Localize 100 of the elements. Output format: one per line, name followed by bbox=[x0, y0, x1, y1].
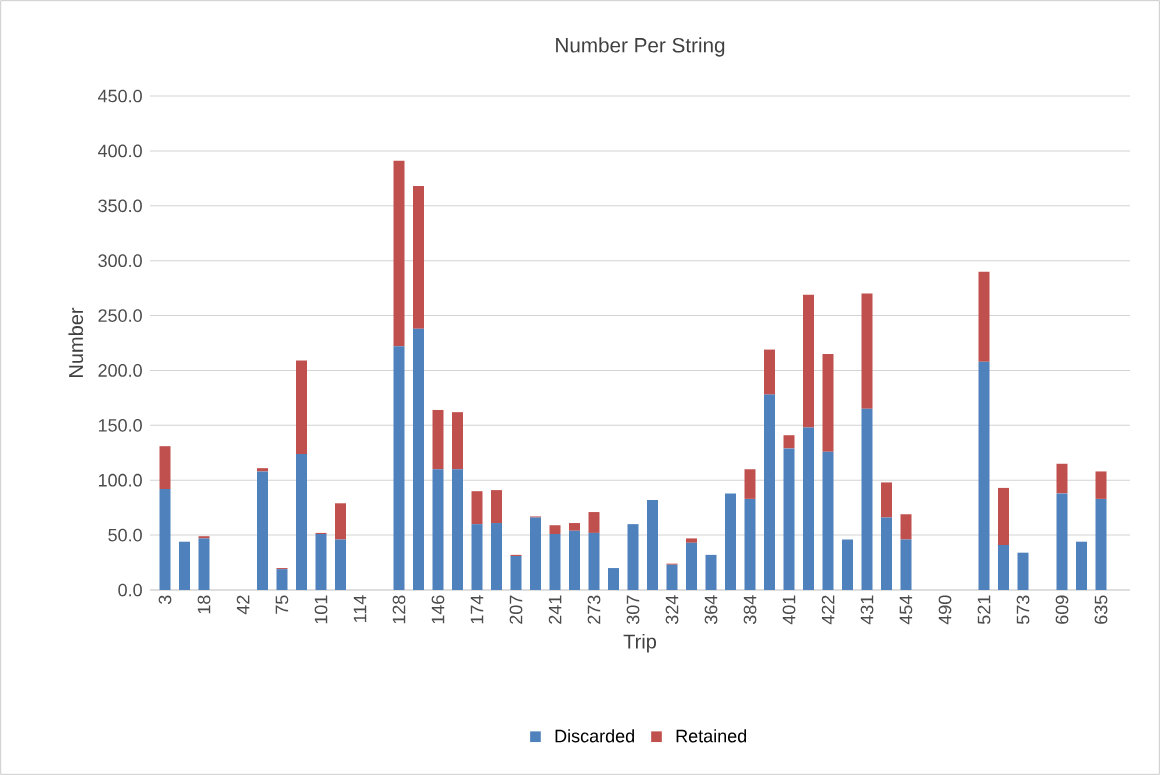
x-tick-label: 307 bbox=[626, 595, 640, 625]
bar bbox=[998, 544, 1010, 590]
bar bbox=[257, 468, 268, 472]
x-tick-label: 3 bbox=[158, 595, 172, 605]
y-axis-title: Number bbox=[68, 307, 84, 377]
bar bbox=[588, 512, 600, 533]
bar bbox=[296, 360, 307, 454]
bar bbox=[900, 514, 912, 540]
x-tick-label: 42 bbox=[236, 595, 250, 615]
x-tick-label: 128 bbox=[392, 595, 406, 624]
bar bbox=[627, 524, 639, 590]
bar bbox=[608, 568, 619, 590]
bar bbox=[549, 525, 561, 535]
x-tick-label: 401 bbox=[782, 595, 796, 625]
bar bbox=[296, 453, 307, 590]
bar bbox=[393, 346, 405, 590]
x-tick-label: 422 bbox=[821, 595, 835, 625]
bar bbox=[803, 427, 814, 590]
bar bbox=[764, 349, 775, 395]
bar bbox=[978, 361, 990, 590]
x-axis-title: Trip bbox=[623, 633, 657, 653]
x-tick-label: 490 bbox=[938, 595, 952, 625]
bar bbox=[861, 408, 873, 590]
bar bbox=[159, 446, 171, 490]
y-tick-label: 400.0 bbox=[98, 144, 142, 158]
bar bbox=[725, 493, 736, 590]
x-tick-label: 101 bbox=[314, 595, 328, 624]
bar bbox=[491, 490, 503, 524]
x-tick-label: 207 bbox=[509, 595, 523, 624]
bar bbox=[393, 160, 405, 347]
bar bbox=[686, 538, 697, 543]
x-tick-label: 431 bbox=[860, 595, 874, 625]
x-tick-label: 573 bbox=[1016, 595, 1030, 625]
bar bbox=[315, 534, 327, 590]
x-tick-label: 114 bbox=[353, 595, 367, 623]
bar bbox=[471, 491, 483, 525]
bar bbox=[686, 542, 697, 590]
x-tick-label: 454 bbox=[899, 595, 913, 625]
y-tick-label: 300.0 bbox=[98, 254, 142, 268]
bar bbox=[881, 482, 892, 518]
bar bbox=[569, 523, 581, 531]
bar bbox=[1095, 471, 1107, 499]
x-tick-label: 521 bbox=[977, 595, 991, 625]
y-tick-label: 250.0 bbox=[98, 309, 142, 322]
bar bbox=[491, 523, 503, 590]
y-tick-label: 50.0 bbox=[108, 528, 142, 542]
bar bbox=[335, 539, 346, 590]
bar bbox=[1056, 463, 1068, 494]
bar bbox=[1095, 498, 1107, 590]
bar bbox=[764, 394, 775, 590]
bar bbox=[666, 564, 678, 590]
bar bbox=[276, 569, 288, 590]
bar bbox=[588, 532, 600, 590]
bar bbox=[900, 539, 912, 590]
bar bbox=[998, 487, 1010, 545]
bar bbox=[744, 498, 756, 590]
bar bbox=[159, 489, 171, 590]
bar bbox=[530, 517, 542, 590]
bar bbox=[861, 293, 873, 409]
x-tick-label: 18 bbox=[197, 595, 211, 614]
y-tick-label: 350.0 bbox=[98, 199, 142, 213]
bar bbox=[432, 409, 444, 470]
x-tick-label: 174 bbox=[470, 595, 484, 624]
bar bbox=[783, 435, 795, 449]
x-tick-label: 364 bbox=[704, 595, 718, 625]
bar bbox=[413, 328, 424, 590]
y-tick-label: 450.0 bbox=[98, 89, 142, 103]
bar bbox=[335, 503, 346, 540]
bar bbox=[510, 555, 522, 590]
bar bbox=[569, 530, 581, 590]
y-tick-label: 150.0 bbox=[98, 418, 142, 432]
legend-label: Retained bbox=[676, 729, 747, 743]
bar bbox=[1017, 552, 1029, 590]
bar bbox=[822, 353, 834, 452]
x-tick-label: 241 bbox=[548, 595, 562, 624]
bar bbox=[978, 271, 990, 362]
x-tick-label: 635 bbox=[1094, 595, 1108, 624]
bar bbox=[198, 538, 210, 590]
bar bbox=[452, 412, 463, 470]
legend-label: Discarded bbox=[555, 729, 634, 743]
bar bbox=[803, 294, 814, 428]
bar bbox=[198, 536, 210, 539]
bar bbox=[881, 517, 892, 590]
y-tick-label: 100.0 bbox=[98, 473, 142, 487]
bar bbox=[822, 451, 834, 590]
x-tick-label: 324 bbox=[665, 595, 679, 625]
bar bbox=[549, 534, 561, 590]
bar bbox=[783, 448, 795, 590]
bar bbox=[1056, 493, 1068, 590]
x-tick-label: 273 bbox=[587, 595, 601, 624]
y-tick-label: 0.0 bbox=[118, 583, 142, 597]
bar bbox=[471, 524, 483, 590]
bar bbox=[842, 539, 853, 590]
bar bbox=[413, 186, 424, 329]
bar bbox=[705, 554, 717, 590]
bar bbox=[452, 469, 463, 590]
bar bbox=[257, 471, 268, 590]
x-tick-label: 75 bbox=[275, 595, 289, 614]
y-tick-label: 200.0 bbox=[98, 364, 142, 377]
bar bbox=[647, 499, 658, 590]
